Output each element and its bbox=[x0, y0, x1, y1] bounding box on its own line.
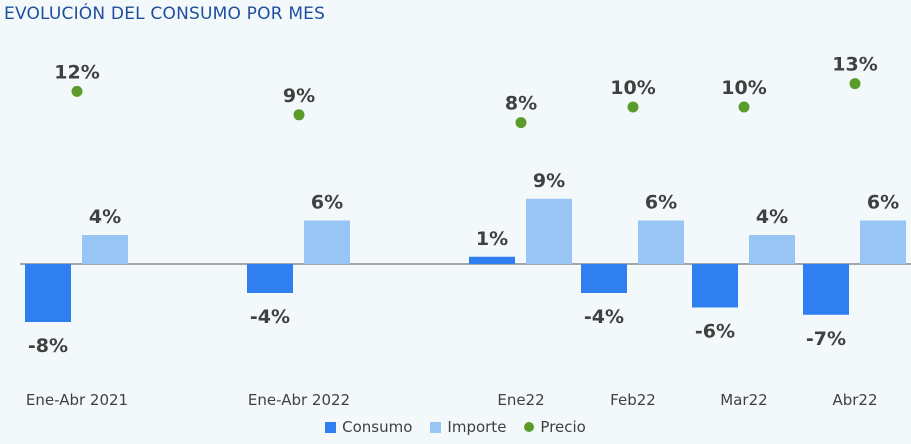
data-label-precio-2: 8% bbox=[505, 93, 537, 115]
data-label-precio-3: 10% bbox=[610, 77, 655, 99]
data-label-importe-0: 4% bbox=[89, 206, 121, 228]
chart-legend: Consumo Importe Precio bbox=[0, 418, 911, 436]
chart-title: EVOLUCIÓN DEL CONSUMO POR MES bbox=[4, 4, 326, 24]
point-precio-3 bbox=[627, 101, 639, 113]
bar-importe-0 bbox=[82, 235, 128, 264]
data-label-importe-1: 6% bbox=[311, 192, 343, 214]
data-label-precio-1: 9% bbox=[283, 85, 315, 107]
data-label-importe-2: 9% bbox=[533, 170, 565, 192]
bar-importe-4 bbox=[749, 235, 795, 264]
data-label-consumo-2: 1% bbox=[476, 228, 508, 250]
category-label-2: Ene22 bbox=[497, 391, 544, 409]
bar-importe-1 bbox=[304, 220, 350, 264]
category-label-5: Abr22 bbox=[832, 391, 877, 409]
bar-consumo-2 bbox=[469, 256, 515, 264]
legend-swatch-consumo bbox=[325, 421, 337, 433]
legend-label-importe: Importe bbox=[447, 418, 507, 436]
data-label-precio-4: 10% bbox=[721, 77, 766, 99]
data-label-consumo-5: -7% bbox=[806, 328, 846, 350]
data-label-consumo-1: -4% bbox=[250, 306, 290, 328]
data-label-consumo-4: -6% bbox=[695, 321, 735, 343]
bar-consumo-4 bbox=[692, 264, 738, 308]
data-label-consumo-0: -8% bbox=[28, 335, 68, 357]
point-precio-1 bbox=[293, 109, 305, 121]
category-label-4: Mar22 bbox=[720, 391, 767, 409]
point-precio-5 bbox=[849, 78, 861, 90]
legend-item-consumo: Consumo bbox=[325, 418, 412, 436]
legend-item-importe: Importe bbox=[430, 418, 506, 436]
data-label-precio-0: 12% bbox=[54, 61, 99, 83]
legend-item-precio: Precio bbox=[524, 418, 586, 436]
data-label-importe-5: 6% bbox=[867, 192, 899, 214]
data-label-precio-5: 13% bbox=[832, 54, 877, 76]
category-label-1: Ene-Abr 2022 bbox=[248, 391, 350, 409]
point-precio-4 bbox=[738, 101, 750, 113]
data-label-consumo-3: -4% bbox=[584, 306, 624, 328]
point-precio-0 bbox=[71, 85, 83, 97]
point-precio-2 bbox=[515, 117, 527, 129]
legend-label-precio: Precio bbox=[540, 418, 586, 436]
legend-swatch-precio bbox=[524, 422, 535, 432]
bar-consumo-5 bbox=[803, 264, 849, 315]
bar-consumo-1 bbox=[247, 264, 293, 293]
data-label-importe-3: 6% bbox=[645, 192, 677, 214]
data-label-importe-4: 4% bbox=[756, 206, 788, 228]
bar-consumo-0 bbox=[25, 264, 71, 322]
legend-swatch-importe bbox=[430, 421, 442, 433]
bar-importe-5 bbox=[860, 220, 906, 264]
bar-importe-3 bbox=[638, 220, 684, 264]
category-label-3: Feb22 bbox=[610, 391, 656, 409]
bar-importe-2 bbox=[526, 198, 572, 264]
legend-label-consumo: Consumo bbox=[342, 418, 413, 436]
category-label-0: Ene-Abr 2021 bbox=[26, 391, 128, 409]
bar-consumo-3 bbox=[581, 264, 627, 293]
